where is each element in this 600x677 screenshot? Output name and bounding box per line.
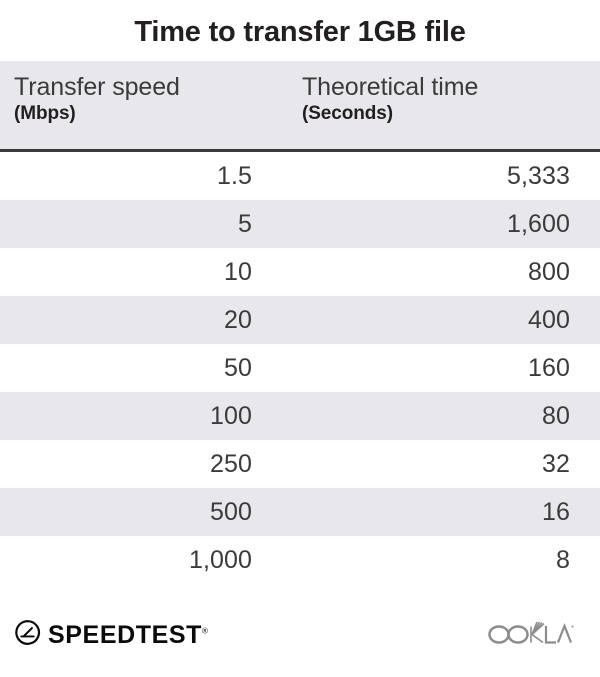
cell-theoretical-time: 400	[527, 305, 570, 334]
cell-theoretical-time: 32	[541, 449, 570, 478]
cell-theoretical-time: 80	[541, 401, 570, 430]
cell-transfer-speed: 500	[209, 497, 252, 526]
page-title: Time to transfer 1GB file	[134, 16, 466, 48]
table-row: 50 160	[0, 344, 600, 393]
table-header-row: Transfer speed (Mbps) Theoretical time (…	[0, 61, 600, 153]
cell-theoretical-time: 800	[527, 257, 570, 286]
column-header-theoretical-time-label: Theoretical time	[302, 73, 479, 102]
table-row: 1.5 5,333	[0, 152, 600, 201]
cell-transfer-speed: 5	[237, 209, 252, 238]
speedtest-wordmark: SPEEDTEST®	[48, 620, 208, 649]
table-row: 500 16	[0, 488, 600, 537]
speedometer-gauge-icon	[14, 619, 41, 651]
cell-theoretical-time: 8	[555, 545, 570, 574]
cell-transfer-speed: 20	[223, 305, 252, 334]
cell-theoretical-time: 1,600	[506, 209, 570, 238]
table-row: 250 32	[0, 440, 600, 489]
speedtest-wordmark-text: SPEEDTEST	[48, 620, 203, 649]
table-row: 20 400	[0, 296, 600, 345]
footer: SPEEDTEST®	[0, 593, 600, 677]
speedtest-logo: SPEEDTEST®	[14, 619, 208, 651]
column-header-theoretical-time: Theoretical time (Seconds)	[292, 73, 600, 127]
column-header-transfer-speed: Transfer speed (Mbps)	[0, 73, 292, 127]
column-header-theoretical-time-unit: (Seconds)	[302, 103, 393, 125]
column-header-transfer-speed-label: Transfer speed	[14, 73, 180, 102]
speedtest-trademark-symbol: ®	[202, 626, 208, 636]
cell-transfer-speed: 1.5	[216, 161, 252, 190]
cell-theoretical-time: 5,333	[506, 161, 570, 190]
cell-transfer-speed: 250	[209, 449, 252, 478]
table-body: 1.5 5,333 5 1,600 10 800 20 400 50 160 1…	[0, 152, 600, 585]
cell-transfer-speed: 1,000	[188, 545, 252, 574]
cell-theoretical-time: 160	[527, 353, 570, 382]
cell-transfer-speed: 10	[223, 257, 252, 286]
table-row: 10 800	[0, 248, 600, 297]
cell-transfer-speed: 100	[209, 401, 252, 430]
cell-theoretical-time: 16	[541, 497, 570, 526]
column-header-transfer-speed-unit: (Mbps)	[14, 103, 76, 125]
cell-transfer-speed: 50	[223, 353, 252, 382]
ookla-fan-logo-icon	[488, 621, 574, 650]
table-row: 100 80	[0, 392, 600, 441]
ookla-logo	[488, 621, 574, 650]
transfer-time-table: Transfer speed (Mbps) Theoretical time (…	[0, 61, 600, 585]
table-row: 5 1,600	[0, 200, 600, 249]
table-row: 1,000 8	[0, 536, 600, 585]
